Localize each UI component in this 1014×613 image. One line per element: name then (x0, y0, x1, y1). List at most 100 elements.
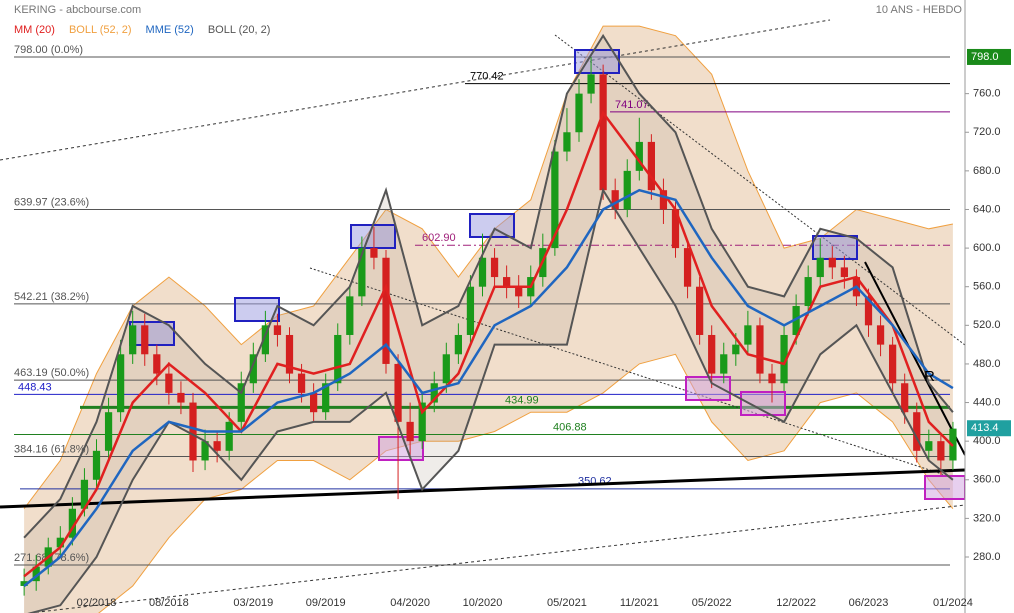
candle-body (889, 344, 897, 384)
level-label: 384.16 (61.8%) (14, 443, 89, 455)
y-tick-label: 680.0 (973, 165, 1001, 177)
trend-line (309, 267, 946, 476)
candle-body (454, 334, 462, 355)
candle-body (490, 257, 499, 278)
support-line (0, 468, 966, 509)
candle-body (901, 383, 909, 413)
candle-body (925, 441, 933, 451)
candle-body (828, 257, 836, 268)
candle-body (937, 441, 945, 461)
candle-body (310, 392, 318, 413)
candle-body (322, 383, 330, 413)
candle-body (32, 566, 40, 582)
candle-body (708, 334, 716, 374)
lines-layer (23, 33, 954, 613)
candle-body (575, 93, 583, 133)
candle-body (503, 277, 511, 287)
candle-body (515, 286, 523, 297)
candle-body (285, 334, 294, 374)
highlight-box (234, 297, 280, 322)
highlight-box (740, 391, 786, 416)
price-marker-label: 798.0 (971, 51, 999, 63)
candle-body (273, 325, 282, 335)
x-tick-label: 04/2020 (390, 597, 430, 609)
trend-line (0, 19, 831, 161)
candle-body (20, 581, 28, 586)
candle-body (68, 508, 76, 538)
candle-body (177, 392, 185, 403)
legend: MM (20) BOLL (52, 2) MME (52) BOLL (20, 2) (14, 24, 270, 36)
candle-body (659, 190, 668, 210)
candle-body (647, 141, 655, 191)
annotation: R (924, 368, 935, 385)
candle-body (153, 354, 161, 374)
candle-body (551, 151, 559, 249)
x-tick-label: 10/2020 (463, 597, 503, 609)
candle-body (732, 344, 740, 355)
candle-body (804, 277, 812, 307)
price-marker-label: 413.4 (971, 422, 999, 434)
candle-body (478, 257, 487, 287)
candle-body (466, 286, 475, 335)
candle-body (792, 306, 800, 335)
level-label: 434.99 (505, 394, 539, 406)
level-label: 463.19 (50.0%) (14, 367, 89, 379)
candle-body (56, 537, 64, 548)
band-lower (27, 187, 954, 613)
candle-body (117, 354, 125, 413)
candle-body (780, 334, 788, 384)
highlight-box (812, 235, 858, 260)
candle-body (334, 334, 342, 384)
y-tick-label: 640.0 (973, 203, 1001, 215)
trend-line (29, 504, 966, 613)
level-label: 406.88 (553, 421, 587, 433)
y-tick-label: 400.0 (973, 435, 1001, 447)
candle-body (696, 286, 704, 335)
level-label: 798.00 (0.0%) (14, 44, 83, 56)
candle-body (358, 248, 366, 297)
candle-body (840, 267, 848, 278)
candle-body (442, 354, 450, 384)
candle-body (913, 412, 921, 451)
candle-body (261, 325, 269, 355)
x-tick-label: 05/2021 (547, 597, 587, 609)
axis-layer: 280.0 320.0 360.0 400.0 440.0 480.0 520.0 560.0… (77, 48, 1011, 609)
legend-entry: MME (52) (146, 24, 194, 36)
resistance-line (864, 261, 966, 456)
candle-body (370, 248, 378, 258)
band-lower (98, 353, 954, 613)
legend-entry: BOLL (20, 2) (208, 24, 271, 36)
candle-body (864, 296, 873, 326)
highlight-box (469, 213, 515, 238)
candle-body (297, 373, 306, 393)
chart-title: KERING - abcbourse.com (14, 4, 141, 16)
y-tick-label: 760.0 (973, 88, 1001, 100)
candle-body (599, 74, 607, 191)
y-tick-label: 320.0 (973, 512, 1001, 524)
levels-layer: 798.00 (0.0%) 639.97 (23.6%) 542.21 (38.2%… (14, 44, 950, 566)
candle-body (80, 479, 89, 509)
level-label: 602.90 (422, 232, 456, 244)
candle-body (189, 402, 197, 461)
candle-body (611, 190, 619, 210)
candle-body (225, 421, 233, 451)
candle-body (683, 248, 692, 287)
y-tick-label: 440.0 (973, 396, 1001, 408)
candle-body (213, 441, 221, 451)
level-label: 639.97 (23.6%) (14, 196, 89, 208)
candle-body (744, 325, 752, 345)
x-tick-label: 05/2022 (692, 597, 732, 609)
band-fill (24, 35, 953, 613)
y-tick-label: 520.0 (973, 319, 1001, 331)
highlight-box (350, 224, 396, 249)
candle-body (129, 325, 137, 355)
price-marker (967, 48, 1011, 65)
candle-body (587, 74, 595, 94)
chart-subtitle: 10 ANS - HEBDO (876, 4, 963, 16)
candle-body (249, 354, 257, 384)
y-tick-label: 480.0 (973, 358, 1001, 370)
y-tick-label: 560.0 (973, 281, 1001, 293)
y-tick-label: 360.0 (973, 474, 1001, 486)
candle-body (141, 325, 149, 355)
candle-body (720, 354, 728, 374)
